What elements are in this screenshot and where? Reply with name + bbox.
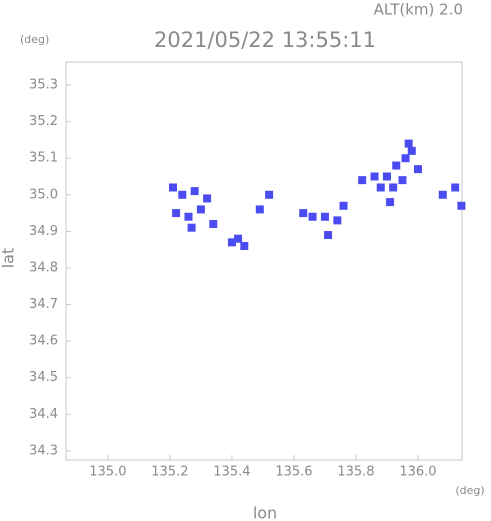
- echo-point: [370, 172, 379, 181]
- echo-point: [196, 205, 205, 214]
- y-tick-label: 35.2: [29, 114, 58, 129]
- y-axis-label: lat: [0, 248, 18, 269]
- y-tick-label: 34.7: [29, 297, 58, 312]
- echo-point: [234, 234, 243, 243]
- plot-frame: [65, 61, 463, 461]
- echo-point: [333, 216, 342, 225]
- echo-point: [178, 190, 187, 199]
- y-tick-label: 34.6: [29, 334, 58, 349]
- y-tick-label: 35.0: [29, 187, 58, 202]
- altitude-annotation: ALT(km) 2.0: [374, 1, 463, 19]
- x-tick-label: 135.8: [337, 465, 374, 480]
- echo-point: [168, 183, 177, 192]
- echo-point: [227, 238, 236, 247]
- echo-point: [299, 209, 308, 218]
- x-axis-label: lon: [253, 504, 277, 521]
- echo-point: [413, 165, 422, 174]
- y-tick-label: 34.5: [29, 370, 58, 385]
- y-tick-label: 34.4: [29, 407, 58, 422]
- echo-point: [190, 187, 199, 196]
- echo-point: [172, 209, 181, 218]
- echo-point: [376, 183, 385, 192]
- echo-point: [382, 172, 391, 181]
- echo-point: [265, 190, 274, 199]
- echo-point: [308, 212, 317, 221]
- echo-point: [392, 161, 401, 170]
- echo-point: [457, 201, 466, 210]
- echo-point: [401, 154, 410, 163]
- echo-point: [404, 139, 413, 148]
- chart-title: 2021/05/22 13:55:11: [154, 28, 376, 52]
- echo-point: [324, 231, 333, 240]
- echo-point: [240, 242, 249, 251]
- echo-point: [255, 205, 264, 214]
- echo-point: [187, 223, 196, 232]
- echo-point: [398, 176, 407, 185]
- x-tick-label: 136.0: [399, 465, 436, 480]
- y-tick-label: 35.3: [29, 78, 58, 93]
- echo-point: [184, 212, 193, 221]
- x-tick-label: 135.0: [89, 465, 126, 480]
- y-unit: (deg): [20, 33, 49, 46]
- echo-point: [386, 198, 395, 207]
- x-tick-label: 135.4: [213, 465, 250, 480]
- echo-point: [389, 183, 398, 192]
- y-tick-label: 35.1: [29, 151, 58, 166]
- echo-point: [451, 183, 460, 192]
- echo-point: [203, 194, 212, 203]
- x-tick-label: 135.2: [151, 465, 188, 480]
- echo-point: [438, 190, 447, 199]
- echo-point: [407, 146, 416, 155]
- y-tick-label: 34.3: [29, 443, 58, 458]
- x-tick-label: 135.6: [275, 465, 312, 480]
- y-tick-label: 34.9: [29, 224, 58, 239]
- echo-point: [209, 220, 218, 229]
- echo-point: [358, 176, 367, 185]
- echo-point: [320, 212, 329, 221]
- echo-point: [339, 201, 348, 210]
- x-unit: (deg): [455, 484, 484, 497]
- y-tick-label: 34.8: [29, 260, 58, 275]
